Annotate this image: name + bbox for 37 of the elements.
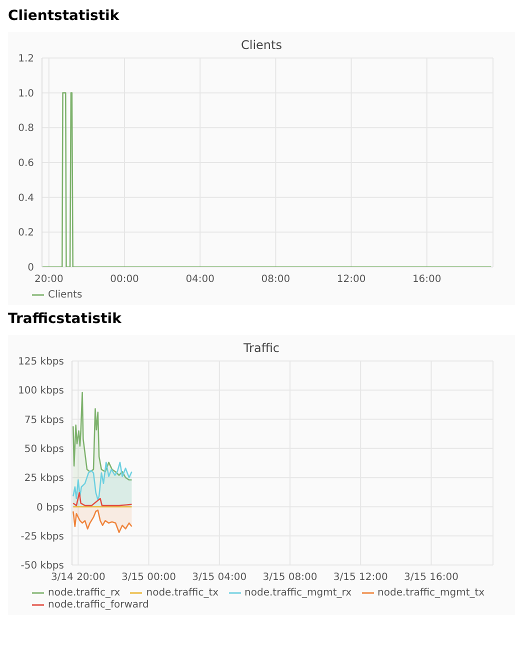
legend-label: node.traffic_rx: [48, 588, 120, 599]
x-tick-label: 16:00: [412, 274, 442, 286]
y-tick-label: 100 kbps: [18, 386, 64, 397]
chart-title: Clientstatistik: [8, 8, 120, 24]
x-tick-label: 12:00: [336, 274, 366, 286]
chart-subtitle: Traffic: [242, 340, 281, 355]
x-tick-label: 3/15 16:00: [404, 572, 458, 584]
x-tick-label: 3/15 00:00: [122, 572, 176, 584]
legend-label: Clients: [48, 290, 82, 301]
chart-title: Trafficstatistik: [8, 311, 122, 327]
y-tick-label: 1.0: [18, 88, 34, 100]
y-tick-label: 75 kbps: [24, 414, 64, 426]
x-tick-label: 20:00: [34, 274, 64, 286]
y-tick-label: -50 kbps: [20, 560, 64, 572]
x-tick-label: 04:00: [186, 274, 215, 286]
chart-subtitle: Clients: [240, 37, 283, 52]
y-tick-label: 1.2: [18, 54, 34, 65]
legend-label: node.traffic_tx: [146, 588, 219, 599]
y-tick-label: 0.8: [18, 123, 34, 134]
x-tick-label: 08:00: [261, 274, 290, 286]
y-tick-label: 0: [28, 262, 34, 274]
x-tick-label: 3/14 20:00: [50, 572, 106, 584]
legend-label: node.traffic_mgmt_rx: [244, 588, 352, 599]
x-tick-label: 3/15 12:00: [333, 572, 388, 584]
y-tick-label: 0.4: [18, 192, 34, 204]
y-tick-label: 50 kbps: [24, 444, 64, 455]
y-tick-label: -25 kbps: [20, 531, 64, 542]
y-tick-label: 25 kbps: [24, 473, 64, 484]
y-tick-label: 0.6: [18, 158, 34, 170]
y-tick-label: 125 kbps: [18, 356, 64, 368]
x-tick-label: 3/15 08:00: [262, 572, 318, 584]
y-tick-label: 0.2: [18, 228, 34, 239]
x-tick-label: 3/15 04:00: [192, 572, 247, 584]
legend-label: node.traffic_mgmt_tx: [378, 588, 485, 599]
y-tick-label: 0 bps: [36, 502, 64, 514]
legend-label: node.traffic_forward: [48, 600, 149, 611]
x-tick-label: 00:00: [110, 274, 139, 286]
